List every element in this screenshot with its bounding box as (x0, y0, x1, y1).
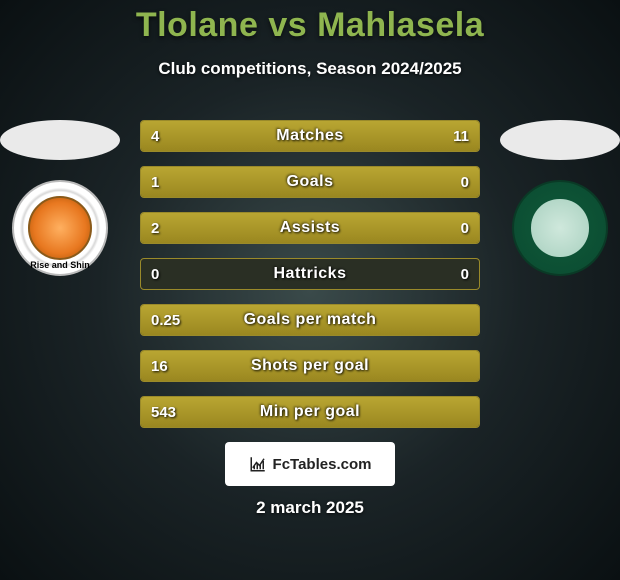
right-player-column (500, 120, 620, 276)
player1-club-motto: Rise and Shin (30, 260, 90, 270)
left-player-column: Rise and Shin (0, 120, 120, 276)
stat-row: 543Min per goal (140, 396, 480, 428)
stat-label: Min per goal (141, 397, 479, 427)
player1-club-badge: Rise and Shin (12, 180, 108, 276)
stats-bars: 411Matches 10Goals 20Assists 00Hattricks 0.2… (140, 120, 480, 428)
container: Tlolane vs Mahlasela Club competitions, … (0, 0, 620, 580)
stat-label: Goals (141, 167, 479, 197)
player1-club-inner (28, 196, 92, 260)
stat-label: Goals per match (141, 305, 479, 335)
page-title: Tlolane vs Mahlasela (0, 0, 620, 45)
stat-label: Hattricks (141, 259, 479, 289)
stat-row: 00Hattricks (140, 258, 480, 290)
stat-label: Assists (141, 213, 479, 243)
stat-row: 20Assists (140, 212, 480, 244)
player2-club-inner (531, 199, 588, 256)
footer-date: 2 march 2025 (0, 498, 620, 518)
vs-text: vs (268, 6, 307, 44)
stat-row: 411Matches (140, 120, 480, 152)
player1-photo (0, 120, 120, 160)
player2-photo (500, 120, 620, 160)
stat-label: Shots per goal (141, 351, 479, 381)
brand-badge: FcTables.com (225, 442, 395, 486)
stat-row: 10Goals (140, 166, 480, 198)
player2-club-badge (512, 180, 608, 276)
chart-icon (249, 455, 267, 473)
stat-row: 0.25Goals per match (140, 304, 480, 336)
player1-name: Tlolane (136, 6, 259, 44)
player2-name: Mahlasela (317, 6, 484, 44)
brand-text: FcTables.com (273, 456, 372, 473)
stat-label: Matches (141, 121, 479, 151)
subtitle: Club competitions, Season 2024/2025 (0, 59, 620, 79)
stat-row: 16Shots per goal (140, 350, 480, 382)
